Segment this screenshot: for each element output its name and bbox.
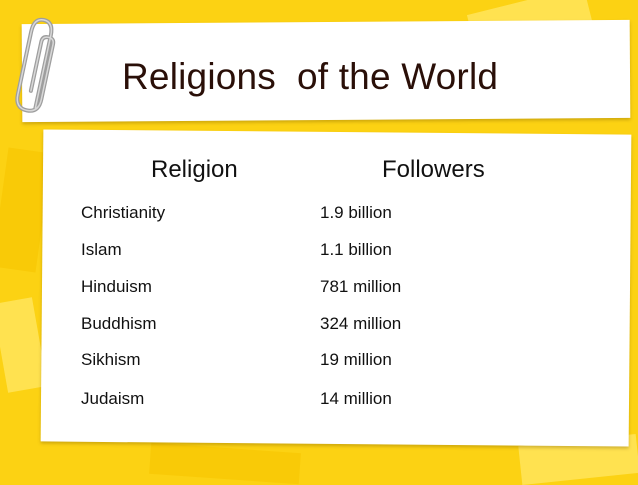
follower-count: 781 million — [320, 277, 402, 296]
table-row: Hinduism 781 million — [0, 277, 638, 303]
slide-title: Religions of the World — [122, 56, 499, 97]
follower-count: 14 million — [320, 389, 392, 408]
table-row: Buddhism 324 million — [0, 314, 638, 340]
followers-column-header: Followers — [382, 156, 485, 183]
religion-name: Islam — [81, 240, 122, 259]
religion-name: Christianity — [81, 203, 166, 222]
religion-name: Judaism — [81, 389, 145, 408]
follower-count: 324 million — [320, 314, 402, 333]
religion-name: Buddhism — [81, 314, 157, 333]
follower-count: 1.9 billion — [320, 203, 392, 222]
follower-count: 19 million — [320, 350, 392, 369]
table-row: Judaism 14 million — [0, 389, 638, 415]
paperclip-icon — [3, 8, 75, 126]
background-scrap — [149, 442, 301, 485]
table-row: Islam 1.1 billion — [0, 240, 638, 266]
religion-name: Hinduism — [81, 277, 152, 296]
religion-column-header: Religion — [151, 156, 238, 183]
table-row: Christianity 1.9 billion — [0, 203, 638, 229]
religion-name: Sikhism — [81, 350, 141, 369]
follower-count: 1.1 billion — [320, 240, 392, 259]
table-row: Sikhism 19 million — [0, 350, 638, 376]
